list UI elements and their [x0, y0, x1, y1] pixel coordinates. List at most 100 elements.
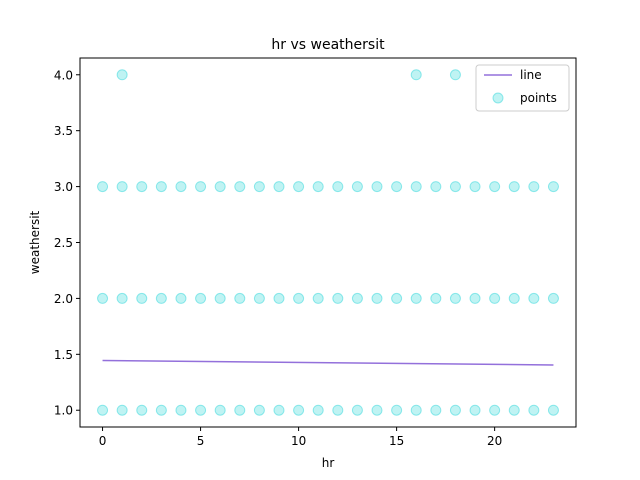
scatter-point: [273, 181, 285, 193]
y-tick-label: 2.5: [54, 236, 73, 250]
scatter-point: [469, 404, 481, 416]
y-axis-label: weathersit: [28, 210, 42, 274]
scatter-point: [273, 404, 285, 416]
scatter-point: [136, 292, 148, 304]
scatter-point: [371, 292, 383, 304]
legend: line points: [475, 64, 570, 112]
scatter-point: [351, 404, 363, 416]
scatter-point: [136, 181, 148, 193]
x-tick-label: 10: [291, 434, 306, 448]
legend-box: [475, 64, 570, 112]
scatter-point: [253, 404, 265, 416]
scatter-point: [528, 404, 540, 416]
scatter-point: [214, 181, 226, 193]
scatter-point: [508, 181, 520, 193]
scatter-point: [234, 404, 246, 416]
scatter-point: [508, 292, 520, 304]
scatter-point: [528, 292, 540, 304]
scatter-point: [449, 292, 461, 304]
x-tick-label: 0: [99, 434, 107, 448]
scatter-point: [449, 69, 461, 81]
scatter-point: [253, 292, 265, 304]
scatter-point: [371, 404, 383, 416]
scatter-point: [116, 181, 128, 193]
scatter-point: [253, 181, 265, 193]
scatter-point: [547, 181, 559, 193]
scatter-point: [155, 292, 167, 304]
scatter-point: [410, 292, 422, 304]
x-tick-label: 15: [389, 434, 404, 448]
scatter-point: [489, 181, 501, 193]
scatter-point: [116, 292, 128, 304]
scatter-point: [332, 404, 344, 416]
y-tick-label: 1.5: [54, 348, 73, 362]
scatter-point: [312, 404, 324, 416]
scatter-point: [391, 292, 403, 304]
y-tick-label: 3.5: [54, 124, 73, 138]
axes-frame: [79, 57, 577, 428]
scatter-point: [547, 292, 559, 304]
scatter-point: [155, 404, 167, 416]
y-tick-label: 3.0: [54, 180, 73, 194]
x-axis-ticks: 0 5 10 15 20: [99, 427, 502, 448]
scatter-point: [214, 292, 226, 304]
scatter-point: [430, 404, 442, 416]
scatter-point: [97, 181, 109, 193]
scatter-point: [175, 181, 187, 193]
x-tick-label: 20: [487, 434, 502, 448]
scatter-point: [489, 404, 501, 416]
scatter-point: [97, 292, 109, 304]
scatter-point: [391, 404, 403, 416]
scatter-point: [469, 292, 481, 304]
scatter-point: [293, 404, 305, 416]
scatter-point: [547, 404, 559, 416]
scatter-point: [234, 181, 246, 193]
scatter-point: [410, 181, 422, 193]
legend-points-swatch: [492, 92, 504, 104]
y-tick-label: 4.0: [54, 68, 73, 82]
scatter-point: [332, 181, 344, 193]
y-axis-ticks: 1.0 1.5 2.0 2.5 3.0 3.5 4.0: [54, 68, 80, 418]
scatter-point: [469, 181, 481, 193]
scatter-point: [116, 69, 128, 81]
y-tick-label: 1.0: [54, 404, 73, 418]
scatter-point: [351, 181, 363, 193]
x-axis-label: hr: [322, 456, 335, 470]
scatter-point: [116, 404, 128, 416]
scatter-point: [410, 69, 422, 81]
scatter-point: [195, 292, 207, 304]
scatter-point: [449, 181, 461, 193]
legend-label-line: line: [520, 68, 542, 82]
scatter-point: [430, 292, 442, 304]
scatter-point: [136, 404, 148, 416]
scatter-point: [332, 292, 344, 304]
plot-area: [97, 69, 559, 416]
scatter-point: [195, 181, 207, 193]
scatter-point: [293, 181, 305, 193]
scatter-point: [273, 292, 285, 304]
chart-title: hr vs weathersit: [271, 37, 385, 53]
scatter-point: [312, 292, 324, 304]
scatter-point: [528, 181, 540, 193]
scatter-point: [175, 404, 187, 416]
scatter-point: [293, 292, 305, 304]
scatter-point: [195, 404, 207, 416]
scatter-point: [410, 404, 422, 416]
scatter-point: [155, 181, 167, 193]
scatter-point: [371, 181, 383, 193]
scatter-point: [97, 404, 109, 416]
legend-label-points: points: [520, 91, 557, 105]
regression-line: [102, 359, 554, 366]
scatter-point: [312, 181, 324, 193]
y-tick-label: 2.0: [54, 292, 73, 306]
scatter-point: [508, 404, 520, 416]
scatter-point: [175, 292, 187, 304]
scatter-point: [449, 404, 461, 416]
scatter-point: [351, 292, 363, 304]
scatter-point: [214, 404, 226, 416]
x-tick-label: 5: [197, 434, 205, 448]
scatter-point: [234, 292, 246, 304]
scatter-point: [430, 181, 442, 193]
scatter-point: [391, 181, 403, 193]
